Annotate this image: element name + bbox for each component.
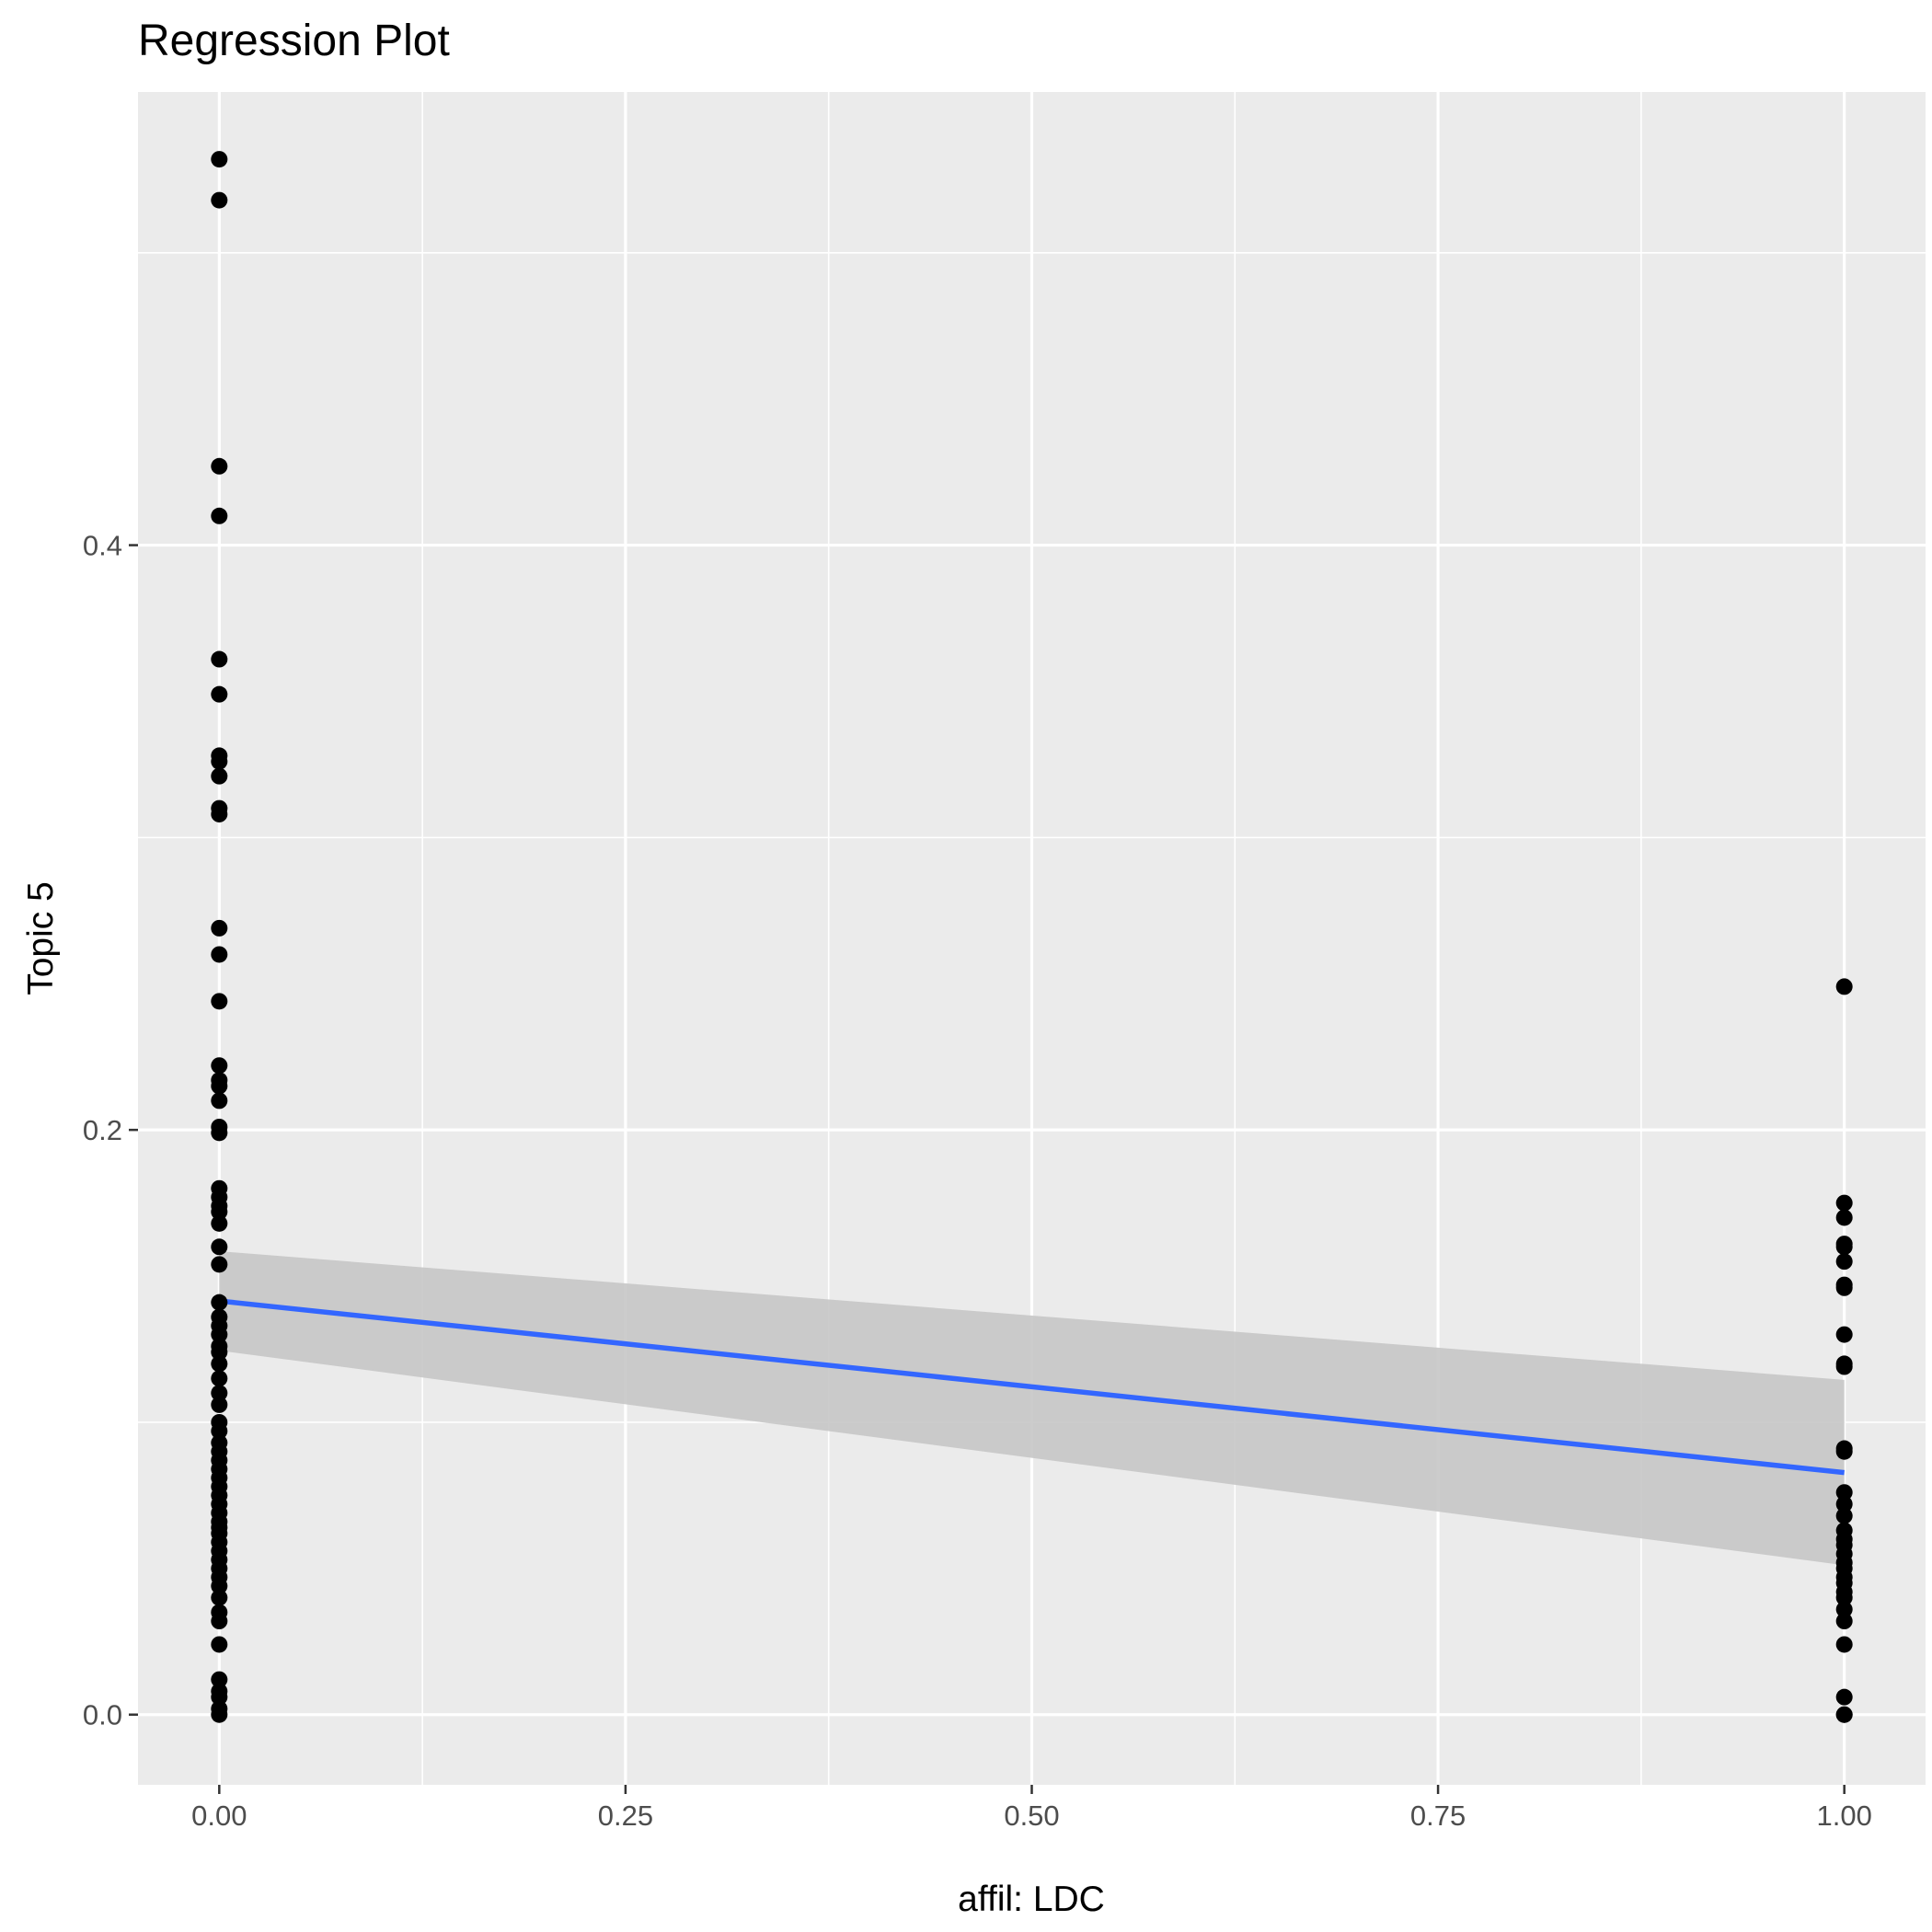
scatter-points-layer — [211, 151, 1853, 1723]
y-axis: 0.0 0.2 0.4 — [83, 530, 138, 1731]
data-point — [211, 1077, 228, 1095]
data-point — [211, 1706, 228, 1723]
data-point — [1835, 1636, 1853, 1653]
data-point — [211, 1238, 228, 1256]
x-axis-title: affil: LDC — [958, 1880, 1105, 1919]
data-point — [211, 1385, 228, 1402]
data-point — [211, 1214, 228, 1232]
data-point — [211, 805, 228, 822]
data-point — [211, 993, 228, 1010]
data-point — [1835, 1238, 1853, 1256]
data-point — [211, 1589, 228, 1606]
data-point — [1835, 1688, 1853, 1706]
chart-title: Regression Plot — [138, 17, 450, 65]
x-axis: 0.00 0.25 0.50 0.75 1.00 — [191, 1785, 1872, 1832]
data-point — [211, 1326, 228, 1343]
data-point — [211, 753, 228, 770]
confidence-band — [219, 1251, 1845, 1566]
data-point — [211, 946, 228, 963]
regression-line-layer — [219, 1298, 1845, 1476]
data-point — [211, 1577, 228, 1594]
data-point — [211, 1203, 228, 1221]
data-point — [211, 650, 228, 668]
data-point — [211, 191, 228, 209]
data-point — [211, 685, 228, 703]
data-point — [211, 1422, 228, 1440]
data-point — [211, 1057, 228, 1075]
data-point — [211, 457, 228, 475]
data-point — [1835, 1613, 1853, 1630]
data-point — [211, 1355, 228, 1373]
x-tick-label: 0.00 — [191, 1800, 247, 1832]
data-point — [1835, 1495, 1853, 1512]
y-tick-label: 0.2 — [83, 1114, 122, 1146]
data-point — [211, 1256, 228, 1273]
data-point — [211, 1396, 228, 1413]
data-point — [1835, 1194, 1853, 1212]
data-point — [1835, 1601, 1853, 1618]
data-point — [1835, 978, 1853, 995]
data-point — [1835, 1507, 1853, 1524]
data-point — [211, 1370, 228, 1387]
data-point — [211, 1124, 228, 1142]
y-tick-label: 0.4 — [83, 530, 122, 562]
data-point — [1835, 1326, 1853, 1343]
data-point — [1835, 1209, 1853, 1226]
y-axis-title: Topic 5 — [21, 881, 61, 995]
data-point — [1835, 1589, 1853, 1606]
x-tick-label: 0.75 — [1410, 1800, 1466, 1832]
data-point — [211, 1613, 228, 1630]
data-point — [1835, 1706, 1853, 1723]
data-point — [1835, 1358, 1853, 1375]
data-point — [211, 1688, 228, 1706]
confidence-band-layer — [219, 1251, 1845, 1566]
data-point — [1835, 1279, 1853, 1296]
x-tick-label: 0.50 — [1004, 1800, 1059, 1832]
data-point — [211, 1294, 228, 1311]
regression-line — [219, 1298, 1845, 1476]
data-point — [211, 767, 228, 785]
data-point — [1835, 1443, 1853, 1460]
y-tick-label: 0.0 — [83, 1699, 122, 1731]
data-point — [211, 151, 228, 168]
data-point — [211, 1671, 228, 1688]
data-point — [1835, 1484, 1853, 1501]
data-point — [211, 507, 228, 524]
data-point — [211, 919, 228, 937]
x-tick-label: 0.25 — [598, 1800, 653, 1832]
data-point — [1835, 1253, 1853, 1271]
x-tick-label: 1.00 — [1817, 1800, 1872, 1832]
data-point — [211, 1092, 228, 1110]
data-point — [211, 1636, 228, 1653]
data-point — [211, 1343, 228, 1361]
